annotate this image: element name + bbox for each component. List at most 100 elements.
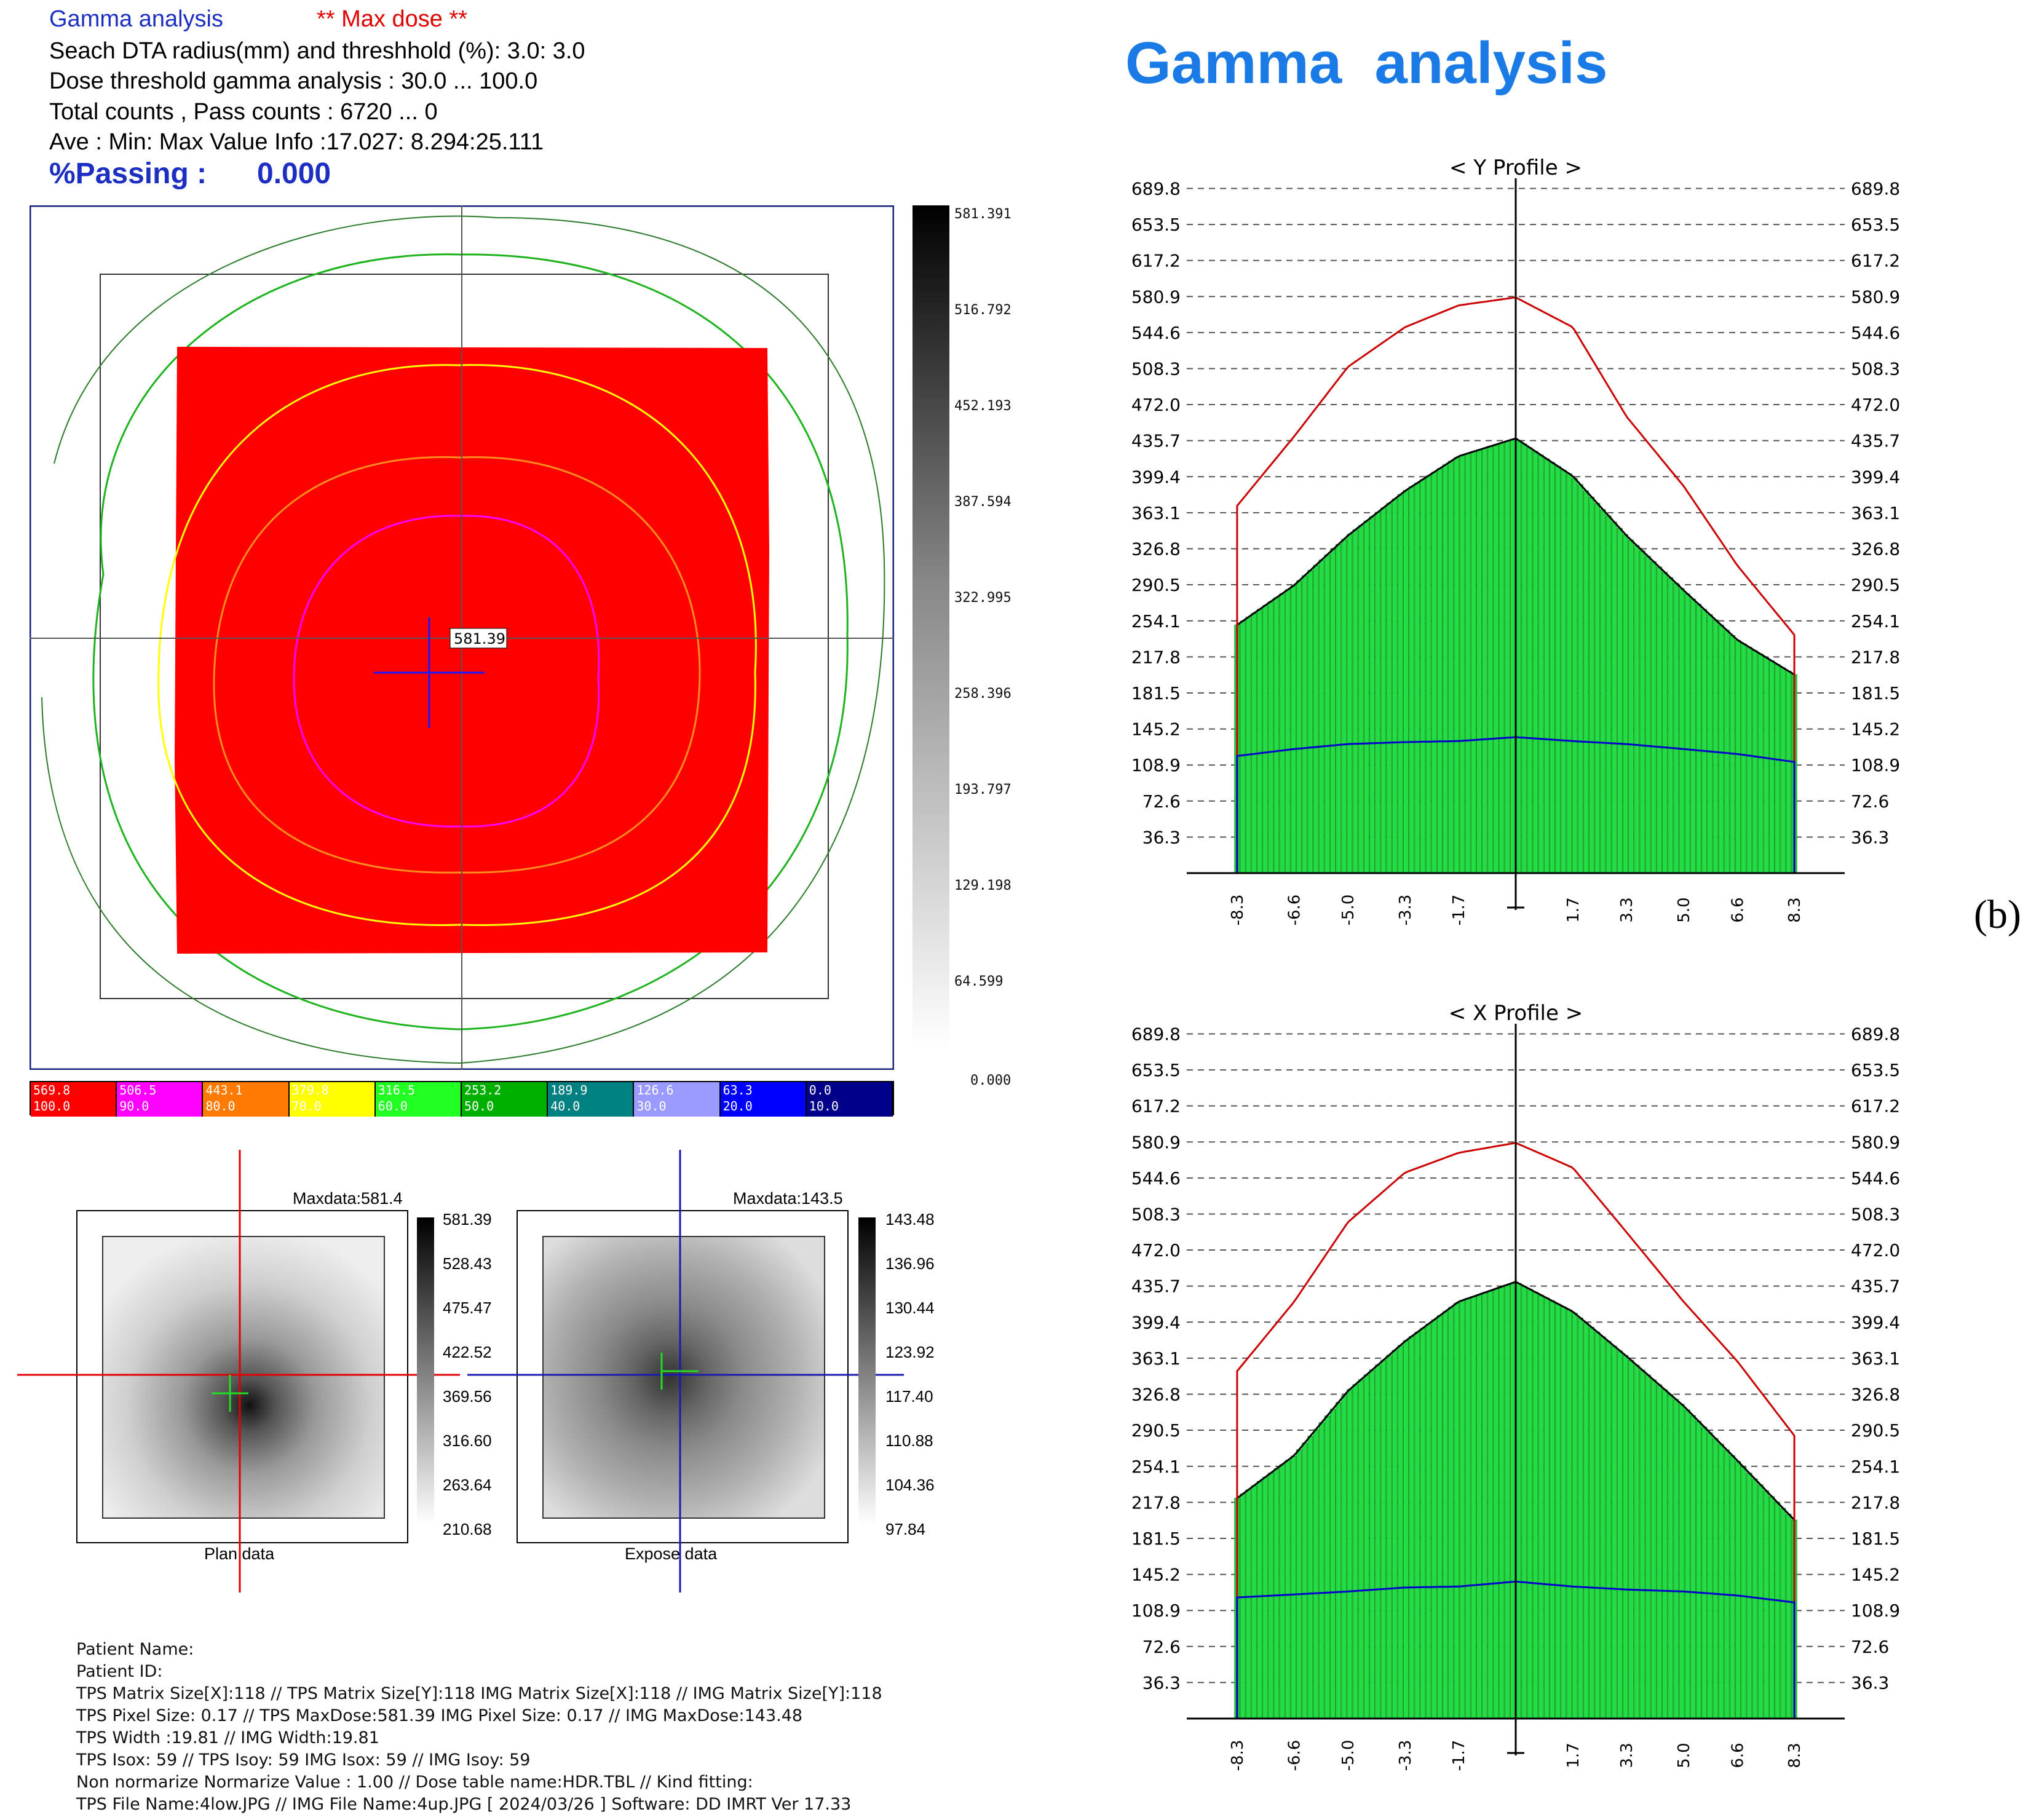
y-tick-left: 72.6 [1142,791,1181,812]
profile-bar [1454,1302,1460,1719]
expose-data-panel [517,1210,849,1543]
profile-bar [1476,1294,1483,1719]
chart-title: < X Profile > [1449,1001,1583,1026]
y-tick-left: 580.9 [1131,1132,1181,1152]
legend-cell: 189.9 40.0 [548,1082,635,1117]
x-tick-label: -1.7 [1450,1740,1468,1771]
profile-bar [1448,1307,1454,1719]
profile-bar [1375,512,1381,874]
x-tick-label: -5.0 [1339,1740,1358,1771]
scale-label: 475.47 [443,1299,492,1317]
profile-bar [1240,1494,1246,1719]
profile-bar [1386,1355,1392,1719]
y-tick-right: 653.5 [1851,215,1900,235]
profile-bar [1459,1300,1465,1719]
colorbar-label: 452.193 [954,398,1012,414]
plan-caption: Plan data [204,1545,275,1563]
profile-bar [1257,1481,1263,1719]
profile-bar [1662,572,1668,874]
passing-value: 0.000 [257,157,331,190]
profile-bar [1386,503,1392,874]
right-title: Gamma analysis [1125,30,1608,96]
x-tick-label: -3.3 [1396,1740,1415,1771]
profile-bar [1347,534,1353,874]
profile-bar [1718,624,1724,874]
info-line: Patient ID: [76,1662,163,1681]
profile-bar [1690,598,1696,874]
profile-bar [1577,484,1583,874]
info-line: TPS Pixel Size: 0.17 // TPS MaxDose:581.… [76,1706,803,1725]
max-dose-label: ** Max dose ** [317,6,468,32]
legend-pct: 90.0 [119,1099,149,1114]
y-tick-left: 435.7 [1131,1276,1181,1297]
legend-dose: 126.6 [636,1083,674,1098]
profile-bar [1752,650,1758,874]
legend-cell: 379.8 70.0 [289,1082,376,1117]
profile-bar [1555,1304,1561,1719]
profile-bar [1741,1466,1747,1719]
profile-bar [1375,1364,1381,1719]
profile-bar [1436,1315,1443,1719]
expose-dose-image [542,1236,825,1519]
profile-bar [1392,1350,1398,1719]
scale-label: 123.92 [885,1343,935,1361]
profile-bar [1352,1384,1358,1719]
scale-label: 104.36 [885,1476,935,1494]
y-tick-right: 145.2 [1851,1565,1900,1585]
dose-threshold-line: Dose threshold gamma analysis : 30.0 ...… [49,68,538,94]
profile-bar [1499,1286,1505,1719]
profile-bar [1566,1309,1572,1719]
profile-bar [1763,1490,1769,1719]
colorbar-label: 516.792 [954,303,1012,318]
profile-bar [1425,475,1431,874]
y-tick-right: 217.8 [1851,1492,1900,1513]
profile-bar [1768,660,1775,874]
profile-bar [1724,630,1730,874]
profile-bar [1707,614,1713,874]
y-tick-left: 181.5 [1131,683,1181,703]
panel-label: (b) [1974,892,2021,937]
profile-bar [1363,520,1369,874]
profile-bar [1493,444,1499,874]
profile-bar [1527,1289,1533,1719]
profile-bar [1639,1369,1645,1719]
y-tick-left: 544.6 [1131,323,1181,343]
y-tick-left: 181.5 [1131,1529,1181,1549]
y-tick-right: 254.1 [1851,1457,1900,1477]
y-tick-right: 435.7 [1851,1276,1900,1297]
plan-maxdata: Maxdata:581.4 [293,1189,403,1208]
expose-maxdata: Maxdata:143.5 [733,1189,843,1208]
profile-bar [1589,496,1595,874]
legend-pct: 40.0 [550,1099,580,1114]
profile-bar [1516,440,1522,874]
profile-bar [1617,528,1623,874]
x-tick-label: 5.0 [1675,897,1693,922]
passing-label: %Passing : [49,157,207,190]
profile-bar [1673,1399,1679,1719]
profile-bar [1684,1409,1690,1719]
scale-label: 97.84 [885,1520,926,1538]
legend-cell: 316.5 60.0 [375,1082,462,1117]
legend-pct: 30.0 [636,1099,667,1114]
profile-bar [1352,529,1358,874]
y-tick-right: 217.8 [1851,647,1900,667]
profile-bar [1786,671,1792,874]
y-tick-left: 508.3 [1131,358,1181,379]
profile-bar [1543,458,1550,874]
profile-bar [1538,1294,1544,1719]
profile-bar [1617,1350,1623,1719]
profile-bar [1504,440,1510,874]
profile-bar [1679,588,1685,874]
legend-dose: 569.8 [33,1083,71,1098]
profile-bar [1527,447,1533,874]
info-line: TPS File Name:4low.JPG // IMG File Name:… [76,1795,852,1814]
y-tick-right: 617.2 [1851,251,1900,271]
x-tick-label: -5.0 [1339,895,1358,926]
y-tick-right: 508.3 [1851,1204,1900,1224]
y-tick-left: 363.1 [1131,1348,1181,1369]
profile-bar [1735,639,1741,874]
profile-bar [1768,1496,1775,1719]
scale-label: 130.44 [885,1299,935,1317]
legend-dose: 189.9 [550,1083,588,1098]
y-tick-left: 72.6 [1142,1637,1181,1657]
